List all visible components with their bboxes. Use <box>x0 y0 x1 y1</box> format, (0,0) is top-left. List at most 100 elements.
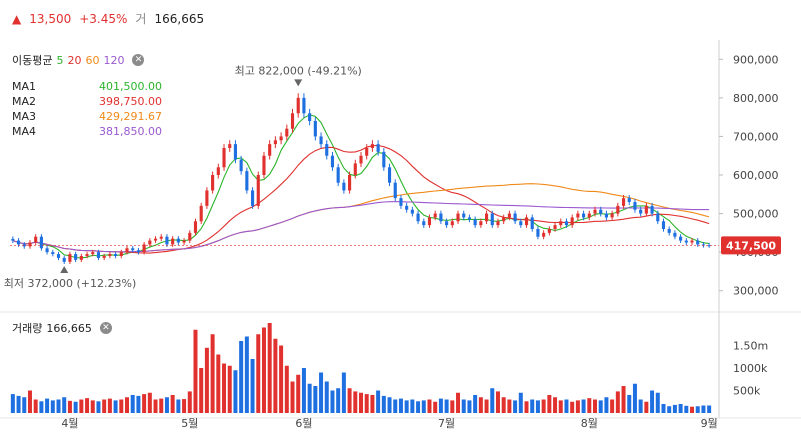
high-marker-icon <box>294 79 303 87</box>
volume-bar <box>524 401 529 413</box>
volume-bar <box>547 395 552 413</box>
candle-body <box>119 252 123 256</box>
volume-bar <box>216 354 221 413</box>
candle-body <box>507 213 511 218</box>
volume-bar <box>393 399 398 413</box>
volume-bar <box>204 347 209 413</box>
volume-bar <box>410 399 415 413</box>
candle-body <box>34 236 38 243</box>
candle-body <box>582 213 586 218</box>
candle-body <box>433 213 437 218</box>
candle-body <box>250 190 255 206</box>
volume-bar <box>364 394 369 413</box>
candle-body <box>410 209 414 214</box>
candle-body <box>479 221 483 226</box>
candle-body <box>376 144 380 152</box>
candle-body <box>393 182 397 199</box>
close-icon[interactable]: ✕ <box>132 54 145 66</box>
ma1-name: MA1 <box>12 80 37 93</box>
candle-body <box>484 213 489 222</box>
candle-body <box>564 221 569 226</box>
volume-bar <box>301 368 306 413</box>
candle-body <box>553 225 557 229</box>
candle-body <box>159 236 163 239</box>
volume-bar <box>313 386 318 413</box>
candle-body <box>262 155 266 175</box>
candle-body <box>490 213 494 226</box>
candle-body <box>542 232 546 237</box>
volume-panel-title: 거래량 <box>12 322 43 335</box>
volume-bar <box>564 399 569 413</box>
volume-bar <box>16 395 21 413</box>
volume-bar <box>627 395 632 413</box>
candle-body <box>279 136 283 141</box>
volume-bar <box>67 400 72 413</box>
x-tick-label: 8월 <box>581 417 598 430</box>
candle-body <box>51 252 55 255</box>
volume-bar <box>672 404 677 413</box>
y-tick-label: 600,000 <box>733 169 779 182</box>
x-tick-label: 7월 <box>438 417 455 430</box>
volume-bar <box>244 336 249 413</box>
close-icon[interactable]: ✕ <box>99 322 112 334</box>
x-tick-label: 6월 <box>295 417 312 430</box>
volume-bar <box>290 381 295 413</box>
volume-bar <box>495 391 500 413</box>
moving-average-indicator[interactable]: 이동평균 5 20 60 120 ✕ <box>12 52 145 68</box>
volume-bar <box>530 399 535 413</box>
volume-bar <box>330 390 335 413</box>
candle-body <box>205 190 209 206</box>
volume-bar <box>490 388 495 413</box>
ma2-row: MA2 398,750.00 <box>12 95 162 108</box>
volume-value: 166,665 <box>154 11 205 26</box>
ma4-value: 381,850.00 <box>99 125 162 138</box>
volume-bar <box>632 383 637 413</box>
candle-body <box>599 209 603 214</box>
volume-bar <box>438 398 443 413</box>
change-percent: +3.45% <box>79 11 128 26</box>
candle-body <box>11 238 15 241</box>
volume-bar <box>319 372 324 413</box>
candle-body <box>650 205 654 214</box>
x-tick-label: 4월 <box>61 417 78 430</box>
candle-body <box>439 213 443 222</box>
candle-body <box>365 148 369 156</box>
candle-body <box>108 254 112 256</box>
candle-body <box>148 240 152 245</box>
volume-bar <box>615 391 620 413</box>
ma5-line <box>12 114 710 259</box>
candle-body <box>131 248 135 251</box>
volume-bar <box>56 399 61 413</box>
volume-bar <box>621 386 626 413</box>
volume-bar <box>284 365 289 413</box>
volume-bar <box>250 359 255 413</box>
volume-bar <box>570 401 575 413</box>
candle-body <box>399 198 403 206</box>
candle-body <box>422 221 426 226</box>
candle-body <box>627 198 631 202</box>
x-tick-label: 9월 <box>701 417 718 430</box>
volume-panel-label[interactable]: 거래량 166,665 ✕ <box>12 320 112 336</box>
volume-bar <box>336 388 341 413</box>
volume-bar <box>450 400 455 413</box>
current-price-label: 417,500 <box>726 239 776 252</box>
volume-bar <box>119 399 124 413</box>
candle-body <box>679 236 683 241</box>
candle-body <box>256 175 260 206</box>
candle-body <box>216 167 220 175</box>
volume-bar <box>159 398 164 413</box>
volume-bar <box>535 400 540 413</box>
candle-body <box>690 240 694 243</box>
volume-bar <box>136 395 141 413</box>
volume-bar <box>638 399 643 413</box>
candle-body <box>359 155 363 164</box>
volume-bar <box>507 399 512 413</box>
candle-body <box>68 254 72 262</box>
volume-bar <box>22 397 27 413</box>
candle-body <box>639 209 643 214</box>
candle-body <box>199 205 203 222</box>
volume-bar <box>233 370 238 413</box>
ma60-line <box>12 183 710 253</box>
volume-bar <box>558 400 563 413</box>
